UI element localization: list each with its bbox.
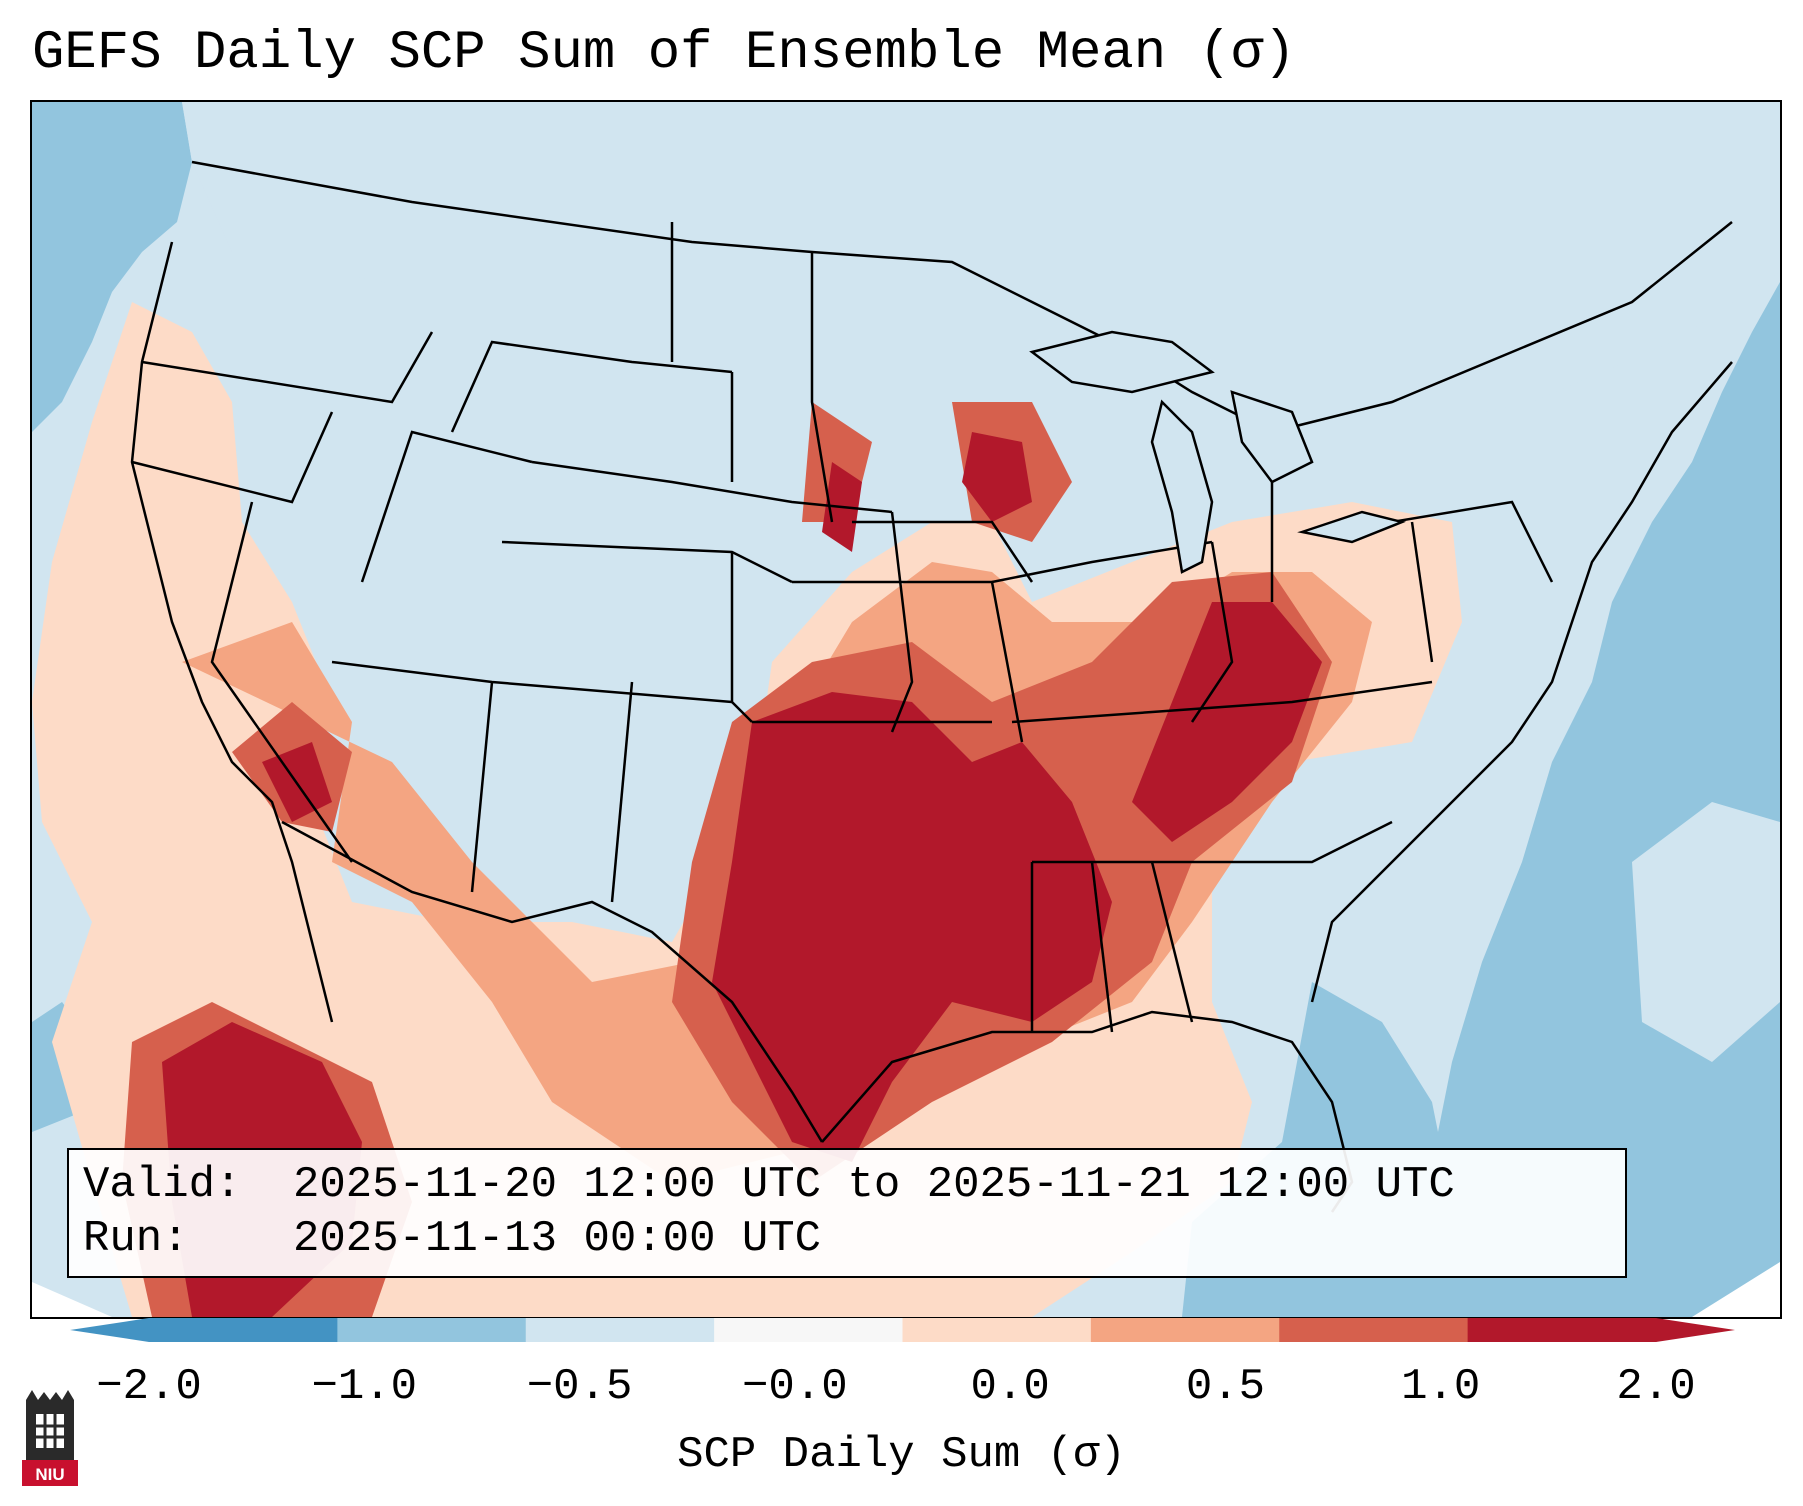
colorbar-segment bbox=[714, 1318, 903, 1342]
niu-logo: NIU bbox=[22, 1390, 78, 1486]
lake-huron bbox=[1230, 390, 1314, 484]
colorbar-extend-left bbox=[70, 1318, 149, 1342]
run-value: 2025-11-13 00:00 UTC bbox=[293, 1214, 822, 1264]
colorbar-tick-label: 0.5 bbox=[1185, 1362, 1266, 1412]
colorbar-segment bbox=[337, 1318, 527, 1342]
run-label: Run: bbox=[83, 1214, 189, 1264]
us-mexico-border bbox=[281, 820, 824, 1143]
great-lakes bbox=[1029, 330, 1407, 574]
projection-edge bbox=[32, 1282, 112, 1317]
colorbar-tick-label: −2.0 bbox=[96, 1362, 202, 1412]
atlantic-patch bbox=[1632, 802, 1780, 1062]
scp-map bbox=[32, 102, 1780, 1317]
lake-superior bbox=[1029, 330, 1215, 394]
lake-erie bbox=[1297, 510, 1407, 544]
colorbar-tick-label: −0.5 bbox=[526, 1362, 633, 1412]
logo-window bbox=[36, 1414, 64, 1448]
colorbar-segment bbox=[1279, 1318, 1469, 1342]
logo-text: NIU bbox=[35, 1465, 64, 1484]
colorbar-tick-label: 1.0 bbox=[1401, 1362, 1481, 1412]
lake-michigan bbox=[1150, 399, 1214, 574]
canada-region bbox=[182, 102, 1780, 432]
colorbar-tick-label: −0.0 bbox=[742, 1362, 848, 1412]
colorbar-segment bbox=[1467, 1318, 1657, 1342]
colorbar-segment bbox=[902, 1318, 1092, 1342]
colorbar-extend-right bbox=[1656, 1318, 1735, 1342]
valid-label: Valid: bbox=[83, 1160, 242, 1210]
colorbar-tick-label: 0.0 bbox=[970, 1362, 1050, 1412]
colorbar-segment bbox=[149, 1318, 338, 1342]
colorbar-tick-label: 2.0 bbox=[1616, 1362, 1696, 1412]
chart-title: GEFS Daily SCP Sum of Ensemble Mean (σ) bbox=[32, 23, 1296, 84]
logo-band-shape bbox=[22, 1460, 78, 1486]
valid-value: 2025-11-20 12:00 UTC to 2025-11-21 12:00… bbox=[293, 1160, 1455, 1210]
colorbar-ticks: −2.0 −1.0 −0.5 −0.0 0.0 0.5 1.0 2.0 bbox=[0, 1362, 1803, 1418]
positive-region-max bbox=[162, 432, 1322, 1317]
projection-edge-east bbox=[1692, 1262, 1780, 1317]
colorbar-segment bbox=[1090, 1318, 1280, 1342]
colorbar-segment bbox=[525, 1318, 715, 1342]
logo-crown-shape bbox=[26, 1390, 74, 1400]
east-coast bbox=[1310, 361, 1733, 1003]
colorbar-tick-label: −1.0 bbox=[311, 1362, 418, 1412]
logo-window-bars bbox=[36, 1414, 64, 1448]
valid-run-info-box: Valid: 2025-11-20 12:00 UTC to 2025-11-21… bbox=[67, 1148, 1627, 1278]
colorbar bbox=[70, 1318, 1735, 1342]
pacific-ocean bbox=[32, 102, 192, 432]
west-coast bbox=[130, 241, 334, 1023]
atlantic-ocean bbox=[1412, 282, 1780, 1317]
positive-region-west bbox=[32, 302, 1462, 1317]
map-panel bbox=[30, 100, 1782, 1319]
colorbar-label: SCP Daily Sum (σ) bbox=[677, 1430, 1126, 1480]
positive-region-strong bbox=[122, 402, 1332, 1317]
borders bbox=[130, 160, 1733, 1213]
